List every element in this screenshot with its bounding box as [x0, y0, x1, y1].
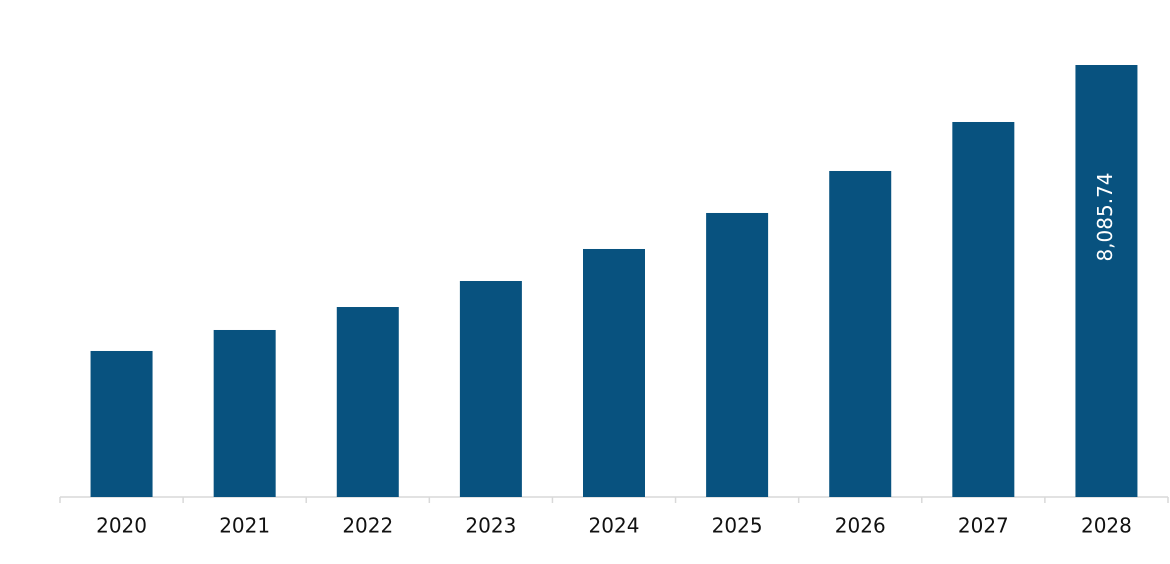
bar — [336, 307, 399, 497]
value-label: 8,085.74 — [1093, 172, 1117, 261]
bar — [90, 350, 153, 497]
x-tick-label: 2021 — [219, 514, 270, 538]
x-tick-label: 2028 — [1081, 514, 1132, 538]
bar — [706, 212, 769, 497]
x-tick-label: 2027 — [958, 514, 1009, 538]
bar — [583, 248, 645, 497]
x-tick-label: 2023 — [465, 514, 516, 538]
bar — [952, 121, 1015, 497]
x-tick-label: 2026 — [835, 514, 886, 538]
bar — [459, 280, 522, 497]
x-tick-label: 2024 — [589, 514, 640, 538]
x-tick-label: 2025 — [712, 514, 763, 538]
x-tick-label: 2022 — [342, 514, 393, 538]
x-tick-label: 2020 — [96, 514, 147, 538]
bar — [1075, 65, 1138, 497]
bar — [213, 329, 276, 497]
bar — [829, 170, 892, 497]
